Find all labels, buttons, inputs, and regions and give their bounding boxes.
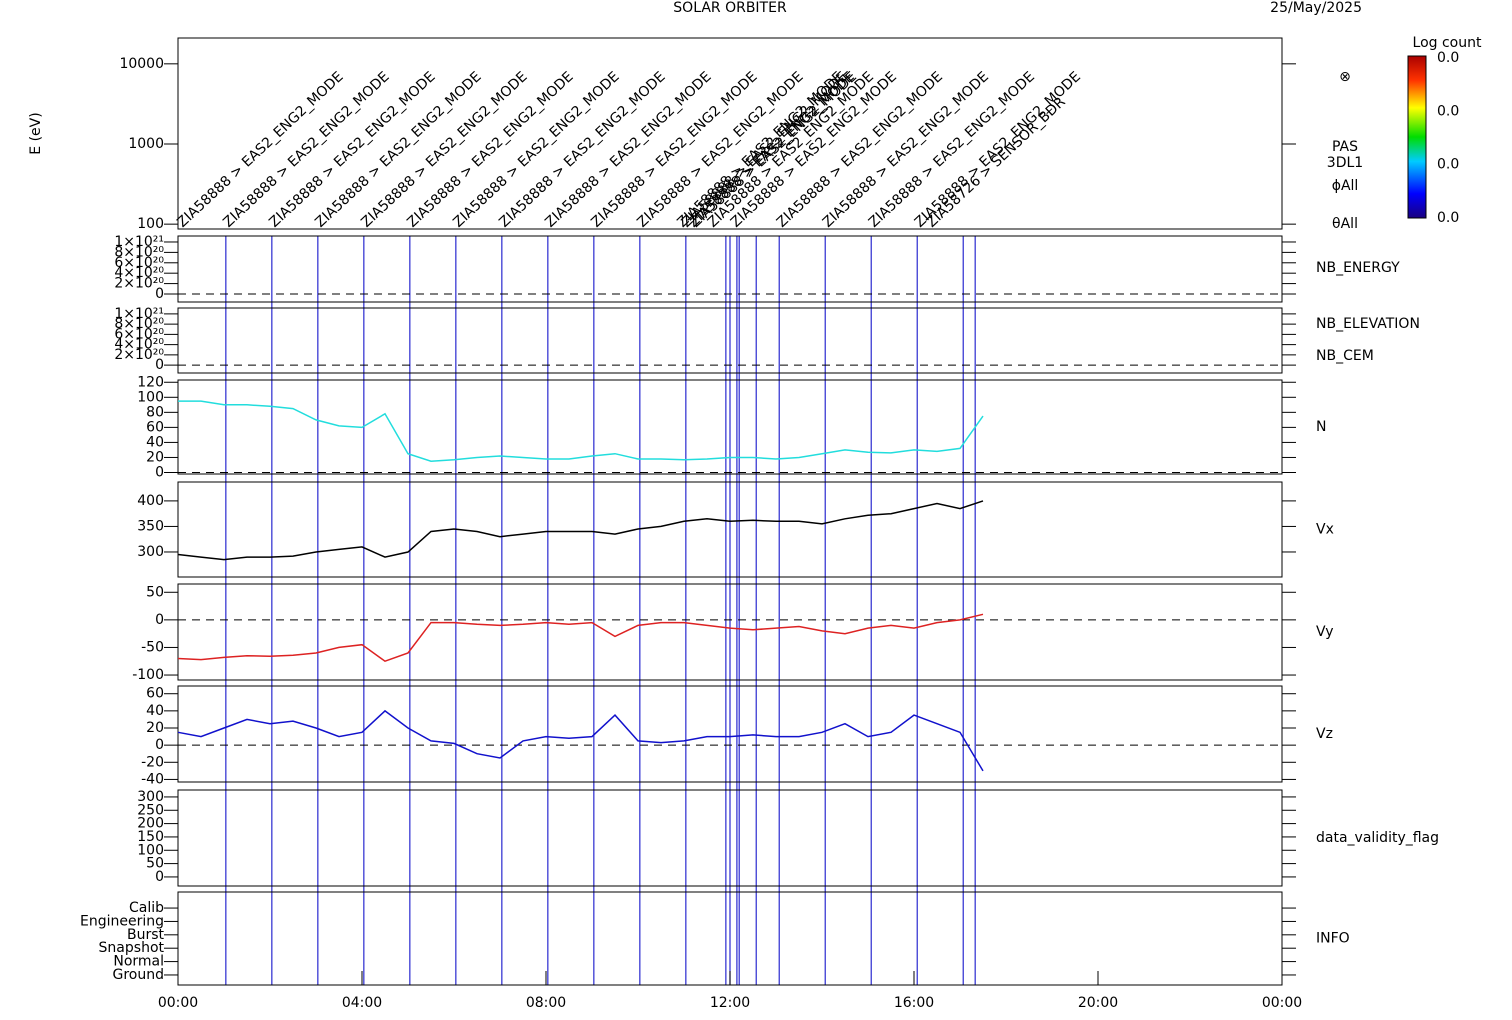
subtitle: 25/May/2025 xyxy=(1270,0,1362,16)
y-tick-label: 2×10²⁰ xyxy=(114,276,164,292)
panel-frame xyxy=(177,307,1283,374)
y-tick-label: 300 xyxy=(137,789,164,805)
annotation: ZIA58888 > EAS2_ENG2_MODE xyxy=(496,69,668,231)
y-tick-label: 40 xyxy=(146,703,164,719)
panel-label: ϕAll xyxy=(1332,178,1359,194)
annotation: ZIA58888 > EAS2_ENG2_MODE xyxy=(450,69,622,231)
y-tick-label: 0 xyxy=(155,357,164,373)
title: SOLAR ORBITER xyxy=(673,0,787,16)
y-tick-label: 120 xyxy=(137,374,164,390)
y-tick-label: 8×10²⁰ xyxy=(114,244,164,260)
series-line xyxy=(177,709,984,772)
y-tick-label: 100 xyxy=(137,216,164,232)
y-tick-label: 20 xyxy=(146,449,164,465)
colorbar xyxy=(1407,55,1427,219)
y-tick-label: 50 xyxy=(146,584,164,600)
x-tick-label: 16:00 xyxy=(894,995,934,1011)
y-tick-label: 1×10²¹ xyxy=(114,306,164,322)
panel-frame xyxy=(177,583,1283,681)
y-tick-label: 200 xyxy=(137,816,164,832)
panel-label: 3DL1 xyxy=(1327,155,1363,171)
colorbar-tick-label: 0.0 xyxy=(1437,50,1459,66)
x-tick-label: 00:00 xyxy=(1262,995,1302,1011)
y-tick-label: 0 xyxy=(155,869,164,885)
y-tick-label: -100 xyxy=(132,667,164,683)
y-tick-label: 60 xyxy=(146,419,164,435)
annotation: ZIA58888 > EAS2_ENG2_MODE xyxy=(358,69,530,231)
panel-label: INFO xyxy=(1316,931,1350,947)
panel-frame xyxy=(177,481,1283,578)
y-tick-label: 10000 xyxy=(119,56,164,72)
panel-frame xyxy=(177,685,1283,783)
symbol: ⊗ xyxy=(1339,69,1351,85)
y-tick-label: 80 xyxy=(146,404,164,420)
x-tick-label: 08:00 xyxy=(526,995,566,1011)
y-tick-label: 0 xyxy=(155,737,164,753)
y-tick-label: 0 xyxy=(155,612,164,628)
y-axis-label: E (eV) xyxy=(28,112,44,154)
panel-label: NB_CEM xyxy=(1316,348,1374,364)
x-tick-label: 12:00 xyxy=(710,995,750,1011)
y-tick-label: Calib xyxy=(129,900,164,916)
panel-label: NB_ELEVATION xyxy=(1316,316,1420,332)
y-tick-label: -40 xyxy=(141,771,164,787)
x-tick-label: 20:00 xyxy=(1078,995,1118,1011)
series-line xyxy=(177,613,984,663)
annotation: ZIA58888 > EAS2_ENG2_MODE xyxy=(404,69,576,231)
colorbar-tick-label: 0.0 xyxy=(1437,210,1459,226)
y-tick-label: 4×10²⁰ xyxy=(114,265,164,281)
y-tick-label: 0 xyxy=(155,464,164,480)
y-tick-label: 6×10²⁰ xyxy=(114,326,164,342)
panel-frame xyxy=(177,235,1283,303)
y-tick-label: 1000 xyxy=(128,136,164,152)
y-tick-label: 400 xyxy=(137,493,164,509)
series-line xyxy=(177,500,984,561)
y-tick-label: Ground xyxy=(113,967,165,983)
panel-label: θAll xyxy=(1332,216,1358,232)
y-tick-label: -50 xyxy=(141,639,164,655)
annotation: ZIA58888 > EAS2_ENG2_MODE xyxy=(312,69,484,231)
colorbar-tick-label: 0.0 xyxy=(1437,157,1459,173)
colorbar-label: Log count xyxy=(1413,35,1482,51)
y-tick-label: 2×10²⁰ xyxy=(114,347,164,363)
y-tick-label: 20 xyxy=(146,720,164,736)
y-tick-label: -20 xyxy=(141,754,164,770)
y-tick-label: 40 xyxy=(146,434,164,450)
y-tick-label: 150 xyxy=(137,829,164,845)
series-line xyxy=(178,400,984,462)
series-label: Vx xyxy=(1316,522,1334,538)
panel-frame xyxy=(177,37,1283,230)
y-tick-label: 250 xyxy=(137,802,164,818)
y-tick-label: Snapshot xyxy=(99,940,165,956)
y-tick-label: 100 xyxy=(137,842,164,858)
y-tick-label: 8×10²⁰ xyxy=(114,316,164,332)
y-tick-label: Burst xyxy=(127,927,165,943)
annotation: ZIA58888 > EAS2_ENG2_MODE xyxy=(220,69,392,231)
series-label: Vz xyxy=(1316,726,1333,742)
panel-label: data_validity_flag xyxy=(1316,830,1439,846)
y-tick-label: Normal xyxy=(113,954,164,970)
x-tick-label: 04:00 xyxy=(342,995,382,1011)
y-tick-label: 60 xyxy=(146,686,164,702)
panel-label: PAS xyxy=(1332,139,1358,155)
colorbar-tick-label: 0.0 xyxy=(1437,103,1459,119)
series-label: N xyxy=(1316,419,1326,435)
y-tick-label: 6×10²⁰ xyxy=(114,255,164,271)
y-tick-label: 100 xyxy=(137,389,164,405)
y-tick-label: 50 xyxy=(146,856,164,872)
y-tick-label: Engineering xyxy=(80,913,164,929)
x-tick-label: 00:00 xyxy=(158,995,198,1011)
y-tick-label: 4×10²⁰ xyxy=(114,337,164,353)
annotation: ZIA58888 > EAS2_ENG2_MODE xyxy=(174,69,346,231)
annotation: ZIA58888 > EAS2_ENG2_MODE xyxy=(266,69,438,231)
y-tick-label: 350 xyxy=(137,518,164,534)
y-tick-label: 300 xyxy=(137,544,164,560)
panel-label: NB_ENERGY xyxy=(1316,260,1400,276)
y-tick-label: 0 xyxy=(155,286,164,302)
panel-frame xyxy=(177,789,1283,887)
y-tick-label: 1×10²¹ xyxy=(114,234,164,250)
series-label: Vy xyxy=(1316,624,1334,640)
